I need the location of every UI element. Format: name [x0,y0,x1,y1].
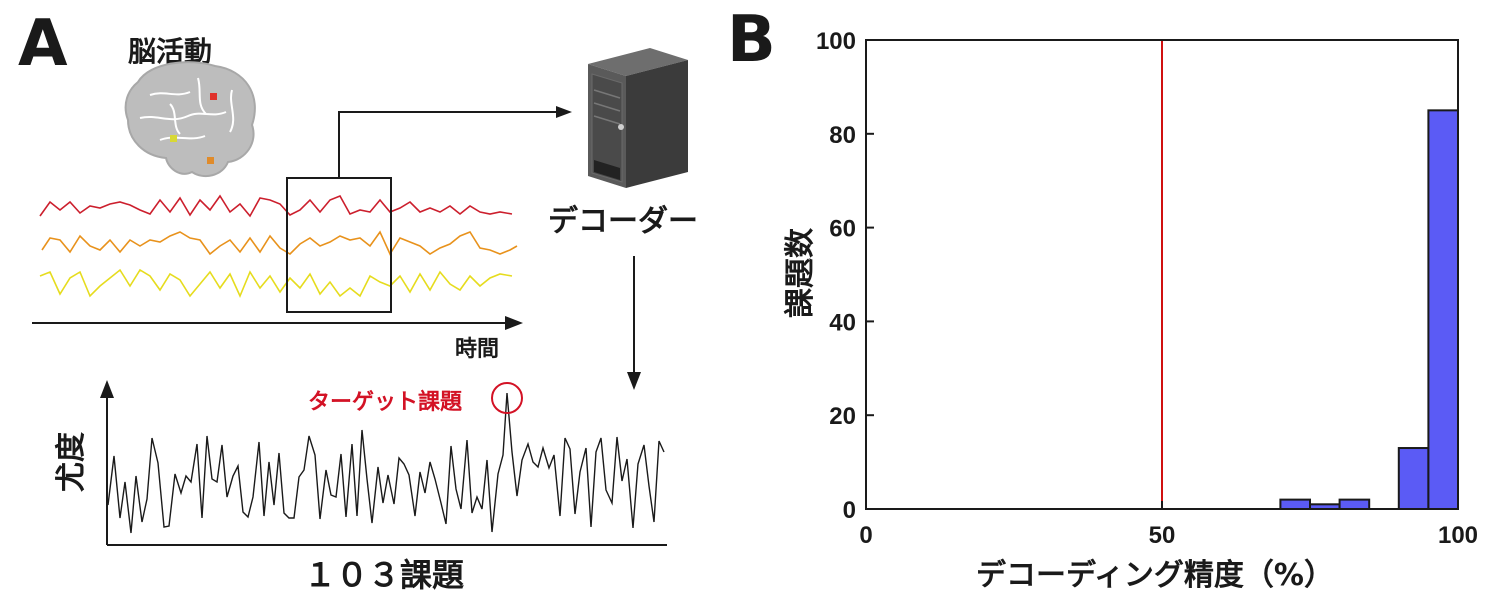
histogram-bar [1338,498,1371,510]
time-axis-arrowhead [505,316,523,330]
x-tick-label: 100 [1438,522,1478,549]
brain-icon [124,61,256,178]
x-tick-label: 0 [859,522,872,549]
signal-yellow [39,268,513,299]
y-tick-label: 0 [843,497,856,524]
likelihood-axis-arrowhead [100,380,114,398]
y-axis-label: 課題数 [783,228,818,318]
likelihood-trace [107,392,665,534]
decoder-label: デコーダー [548,204,698,239]
panel-label-b: B [727,3,776,77]
histogram-bar [1397,447,1430,510]
target-task-label: ターゲット課題 [308,390,463,415]
computer-tower-icon [588,48,688,188]
target-circle [491,382,523,414]
signal-red [39,194,513,218]
signal-orange [41,230,518,256]
y-tick-label: 100 [816,28,856,55]
y-tick-label: 60 [829,216,856,243]
task-count-xlabel: １０３課題 [304,556,465,594]
panel-label-a: A [18,7,68,81]
arrow-to-decoder [338,111,560,178]
time-label: 時間 [455,337,500,362]
x-tick-label: 50 [1149,522,1176,549]
y-tick-label: 40 [829,309,856,336]
y-tick-label: 20 [829,403,856,430]
histogram-bar [1279,498,1312,510]
x-axis-label: デコーディング精度（%） [976,558,1334,593]
histogram-bar [1427,109,1460,510]
arrow-down-head [627,372,641,390]
y-tick-label: 80 [829,122,856,149]
